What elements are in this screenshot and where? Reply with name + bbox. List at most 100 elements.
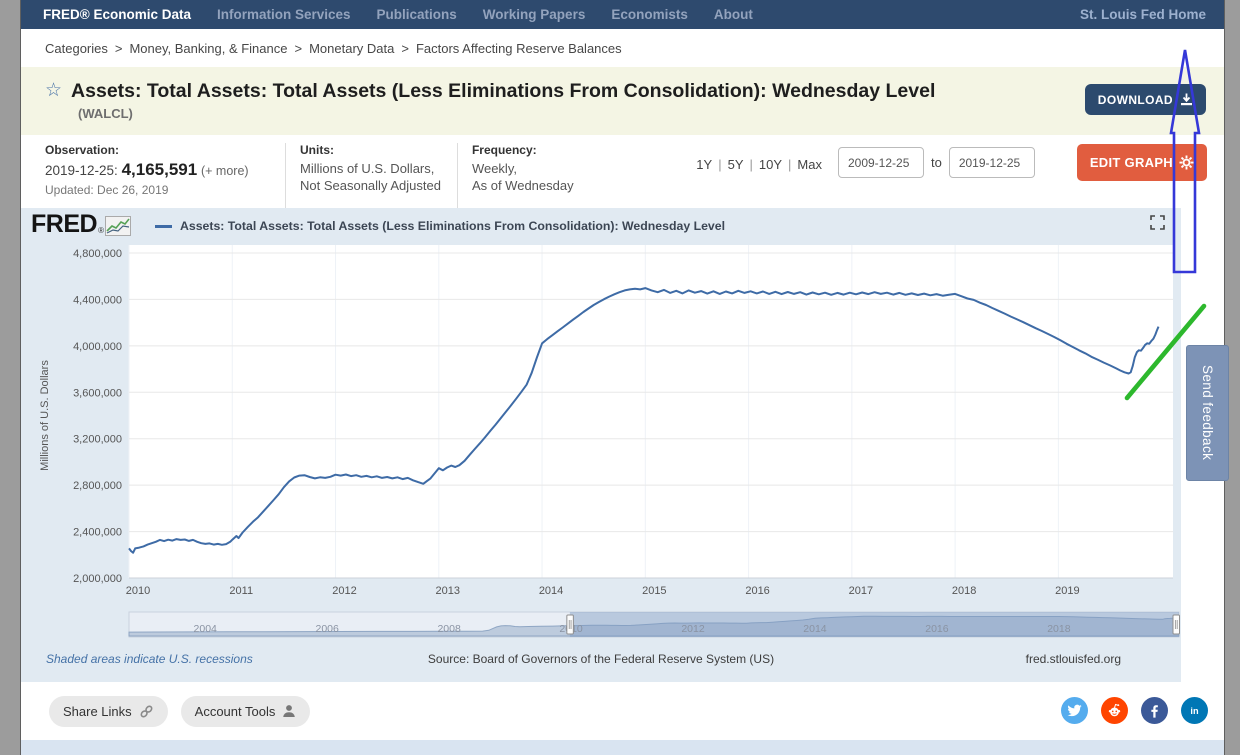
y-tick-label: 3,200,000: [73, 434, 122, 446]
x-tick-label: 2013: [436, 585, 460, 597]
fred-brand[interactable]: FRED® Economic Data: [43, 7, 191, 22]
range-preset-10y[interactable]: 10Y: [758, 156, 783, 172]
breadcrumb-separator: >: [114, 40, 123, 56]
twitter-icon[interactable]: [1061, 697, 1088, 724]
minimap-area: [128, 615, 1180, 637]
frequency-label: Frequency:: [471, 143, 537, 157]
x-tick-label: 2016: [745, 585, 769, 597]
x-tick-label: 2012: [332, 585, 356, 597]
nav-item-about[interactable]: About: [713, 7, 753, 22]
preset-separator: |: [788, 156, 792, 172]
range-preset-5y[interactable]: 5Y: [727, 156, 744, 172]
edit-graph-button[interactable]: EDIT GRAPH: [1076, 144, 1207, 181]
social-icons: in: [1061, 697, 1208, 724]
main-chart[interactable]: 2,000,000 2,400,000 2,800,000 3,200,000 3,60…: [21, 208, 1181, 682]
preset-separator: |: [718, 156, 722, 172]
chart-panel: FRED ® Assets: Total Assets: Total Asset…: [21, 208, 1181, 682]
y-tick-label: 4,000,000: [73, 341, 122, 353]
x-tick-label: 2011: [229, 585, 253, 597]
preset-separator: |: [749, 156, 753, 172]
breadcrumb-link[interactable]: Factors Affecting Reserve Balances: [415, 40, 622, 56]
observation-label: Observation:: [45, 143, 120, 157]
observation-more-link[interactable]: (+ more): [200, 164, 249, 178]
x-tick-label: 2019: [1055, 585, 1079, 597]
gear-icon: [1179, 155, 1194, 170]
range-presets: 1Y | 5Y | 10Y | Max: [696, 157, 822, 172]
data-series-line: [128, 287, 1160, 554]
start-date-input[interactable]: [837, 147, 924, 178]
breadcrumb-separator: >: [401, 40, 409, 56]
y-tick-label: 3,600,000: [73, 387, 122, 399]
y-axis-title: Millions of U.S. Dollars: [39, 360, 51, 471]
frequency-block: Frequency: Weekly, As of Wednesday: [456, 143, 590, 208]
observation-block: Observation: 2019-12-25: 4,165,591 (+ mo…: [45, 143, 285, 208]
account-tools-button[interactable]: Account Tools: [180, 695, 311, 727]
x-tick-label: 2010: [126, 585, 150, 597]
recessions-note-link[interactable]: Shaded areas indicate U.S. recessions: [46, 652, 253, 666]
minimap-year-label: 2016: [925, 623, 949, 635]
minimap-handle-right[interactable]: [1172, 614, 1180, 635]
x-tick-label: 2014: [539, 585, 563, 597]
y-tick-label: 4,800,000: [73, 248, 122, 260]
minimap-handle-left[interactable]: [566, 614, 574, 635]
nav-item-working-papers[interactable]: Working Papers: [482, 7, 586, 22]
range-preset-max[interactable]: Max: [797, 156, 822, 172]
x-tick-label: 2015: [642, 585, 666, 597]
units-label: Units:: [300, 143, 334, 157]
observation-updated: Updated: Dec 26, 2019: [45, 183, 169, 197]
y-tick-label: 2,400,000: [73, 527, 122, 539]
y-tick-label: 4,400,000: [73, 294, 122, 306]
svg-text:in: in: [1190, 706, 1199, 716]
series-title-band: ☆ Assets: Total Assets: Total Assets (Le…: [21, 67, 1224, 135]
end-date-input[interactable]: [948, 147, 1035, 178]
chart-legend: Assets: Total Assets: Total Assets (Less…: [154, 219, 726, 233]
linkedin-icon[interactable]: in: [1181, 697, 1208, 724]
minimap-year-label: 2004: [194, 623, 218, 635]
nav-item-publications[interactable]: Publications: [376, 7, 457, 22]
legend-label: Assets: Total Assets: Total Assets (Less…: [179, 219, 726, 233]
site-link[interactable]: fred.stlouisfed.org: [1025, 652, 1121, 666]
share-links-button[interactable]: Share Links: [49, 695, 168, 727]
facebook-icon[interactable]: [1141, 697, 1168, 724]
stlouis-fed-home-link[interactable]: St. Louis Fed Home: [1079, 7, 1206, 22]
legend-line-swatch: [154, 224, 172, 228]
source-note: Source: Board of Governors of the Federa…: [427, 652, 775, 666]
fred-chart-logo[interactable]: FRED ®: [31, 212, 131, 237]
download-button[interactable]: DOWNLOAD: [1084, 84, 1206, 115]
minimap-year-label: 2006: [315, 623, 339, 635]
x-tick-label: 2018: [952, 585, 976, 597]
observation-value: 4,165,591: [121, 160, 198, 179]
reddit-icon[interactable]: [1101, 697, 1128, 724]
download-icon: [1181, 93, 1192, 106]
nav-item-information-services[interactable]: Information Services: [216, 7, 351, 22]
series-id: (WALCL): [78, 106, 133, 121]
favorite-star-icon[interactable]: ☆: [45, 80, 63, 101]
breadcrumb-link[interactable]: Monetary Data: [309, 40, 395, 56]
page-title: Assets: Total Assets: Total Assets (Less…: [71, 80, 936, 102]
range-preset-1y[interactable]: 1Y: [696, 156, 713, 172]
send-feedback-button[interactable]: Send feedback: [1186, 345, 1229, 481]
person-icon: [283, 705, 296, 717]
fred-sparkline-icon: [104, 216, 131, 236]
breadcrumb-link[interactable]: Money, Banking, & Finance: [129, 40, 288, 56]
meta-row: Observation: 2019-12-25: 4,165,591 (+ mo…: [21, 135, 1224, 208]
minimap-year-label: 2008: [437, 623, 461, 635]
to-label: to: [930, 155, 942, 170]
fred-page: FRED® Economic Data Information Services…: [20, 0, 1225, 755]
plot-area[interactable]: [129, 245, 1173, 578]
range-controls: 1Y | 5Y | 10Y | Max to EDIT GRAPH: [696, 144, 1207, 181]
nav-item-economists[interactable]: Economists: [611, 7, 688, 22]
y-tick-label: 2,800,000: [73, 480, 122, 492]
footer-strip: [21, 740, 1224, 755]
breadcrumb: Categories > Money, Banking, & Finance > Mon…: [21, 29, 1224, 67]
minimap-year-label: 2014: [803, 623, 827, 635]
breadcrumb-separator: >: [294, 40, 303, 56]
units-block: Units: Millions of U.S. Dollars, Not Sea…: [285, 143, 457, 208]
breadcrumb-link[interactable]: Categories: [45, 40, 108, 56]
top-navigation: FRED® Economic Data Information Services…: [21, 0, 1224, 29]
fullscreen-icon[interactable]: [1150, 215, 1165, 230]
minimap-selection[interactable]: [569, 612, 1179, 637]
observation-date: 2019-12-25:: [45, 163, 118, 178]
minimap-year-label: 2012: [681, 623, 705, 635]
